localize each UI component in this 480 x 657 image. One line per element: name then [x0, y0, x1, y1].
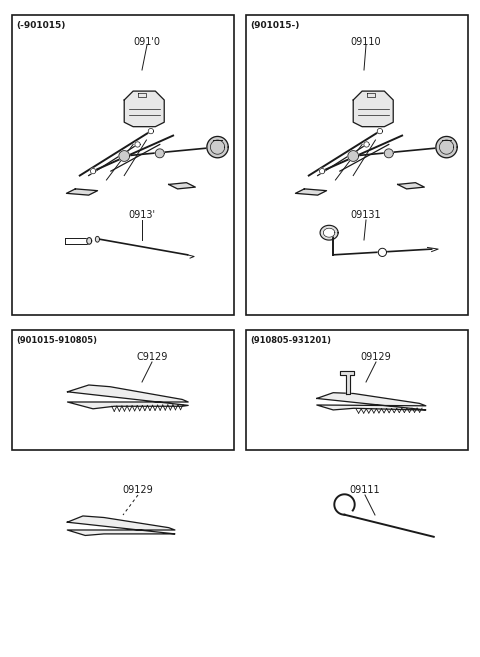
Text: (910805-931201): (910805-931201): [250, 336, 331, 345]
Polygon shape: [348, 150, 359, 162]
Polygon shape: [340, 371, 354, 394]
Polygon shape: [119, 150, 130, 162]
Bar: [246, 330, 468, 450]
Text: C9129: C9129: [136, 352, 168, 362]
Polygon shape: [353, 91, 393, 127]
Polygon shape: [378, 248, 386, 256]
Bar: [12, 330, 234, 450]
Polygon shape: [124, 91, 164, 127]
Polygon shape: [436, 137, 457, 158]
Text: 09129: 09129: [122, 485, 154, 495]
Text: (901015-910805): (901015-910805): [16, 336, 97, 345]
Polygon shape: [320, 168, 325, 174]
Polygon shape: [397, 183, 424, 189]
Text: 09111: 09111: [350, 485, 380, 495]
Text: 09110: 09110: [351, 37, 381, 47]
Ellipse shape: [324, 228, 335, 237]
Polygon shape: [384, 149, 393, 158]
Polygon shape: [364, 142, 369, 147]
Text: 091'0: 091'0: [133, 37, 160, 47]
Polygon shape: [317, 393, 426, 410]
Bar: [12, 15, 234, 315]
Text: 0913': 0913': [129, 210, 156, 220]
Polygon shape: [67, 516, 175, 535]
Polygon shape: [168, 183, 195, 189]
Bar: [246, 15, 468, 315]
Polygon shape: [156, 149, 164, 158]
Ellipse shape: [320, 225, 338, 240]
Polygon shape: [296, 189, 326, 195]
Text: 09131: 09131: [351, 210, 381, 220]
Text: 09129: 09129: [360, 352, 391, 362]
Polygon shape: [66, 189, 97, 195]
Polygon shape: [135, 142, 140, 147]
Ellipse shape: [96, 237, 99, 242]
Text: (901015-): (901015-): [250, 21, 300, 30]
Polygon shape: [207, 137, 228, 158]
Polygon shape: [68, 385, 188, 409]
Ellipse shape: [87, 238, 92, 244]
Polygon shape: [377, 129, 383, 134]
Polygon shape: [90, 168, 96, 174]
Polygon shape: [148, 129, 154, 134]
Text: (-901015): (-901015): [16, 21, 65, 30]
